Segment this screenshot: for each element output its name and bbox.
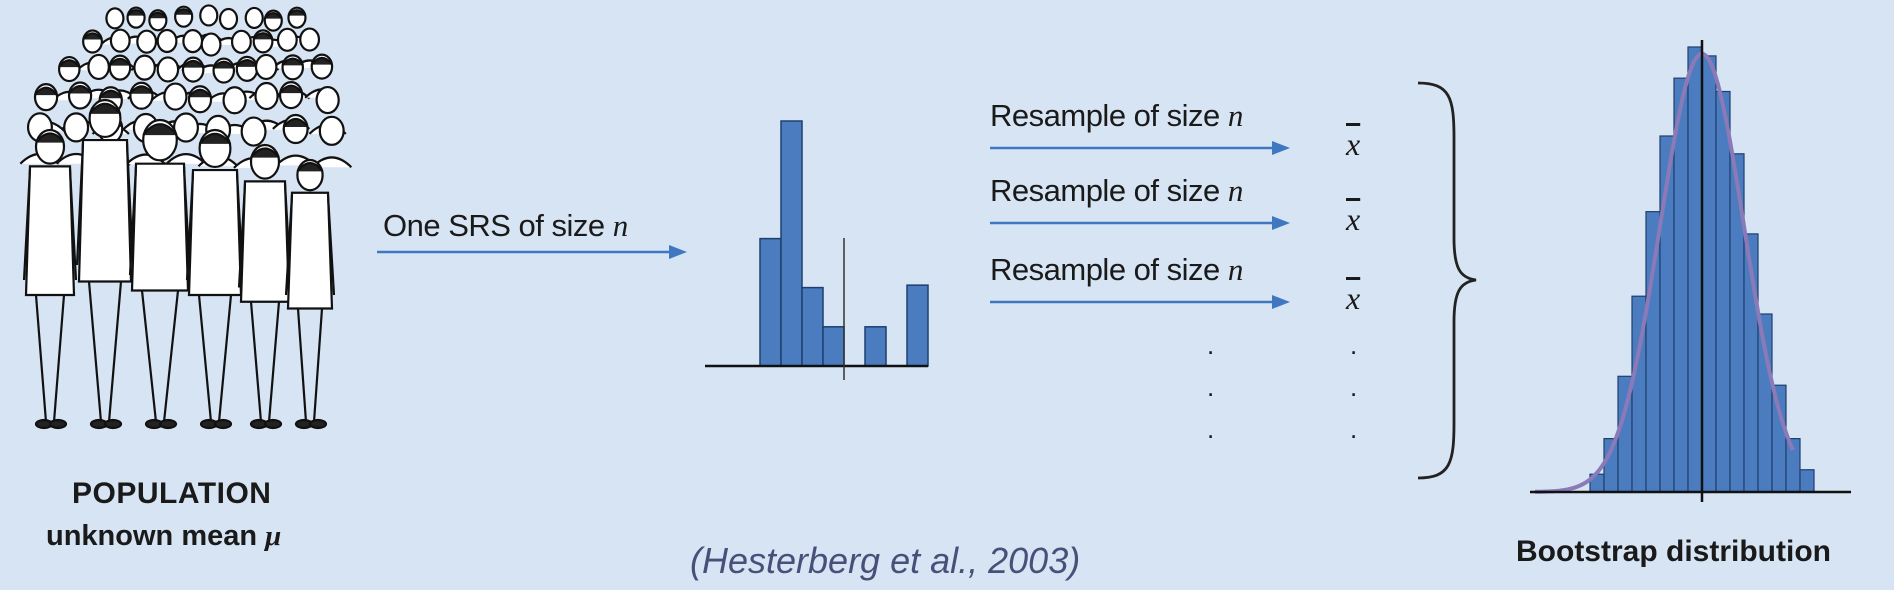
bootstrap-title: Bootstrap distribution [1516,535,1831,568]
resample-arrow [990,141,1290,155]
resample-arrow [990,216,1290,230]
resample-label: Resample of size n [990,98,1243,133]
bootstrap-bar [1701,55,1717,493]
ellipsis-dot: . [1207,372,1215,402]
bootstrap-histogram [1530,40,1851,502]
sample-bar [801,286,824,367]
sample-bar [906,284,929,367]
normal-curve [1535,51,1795,494]
bootstrap-bar [1715,90,1731,493]
ellipsis-dot: . [1207,414,1215,444]
ellipsis-dot: . [1350,414,1358,444]
sample-mean-xbar: x [1346,201,1361,237]
sample-mean-xbar: x [1346,126,1361,162]
ellipsis-dot: . [1350,330,1358,360]
bootstrap-bar [1645,211,1661,493]
sample-histogram [705,120,929,380]
bootstrap-bar [1771,384,1787,493]
right-curly-brace [1417,81,1477,480]
srs-arrow-label: One SRS of size n [383,208,628,243]
sample-bar [864,326,887,367]
srs-arrow [377,245,687,259]
bootstrap-bar [1687,46,1703,493]
resample-arrow [990,295,1290,309]
sample-mean-xbar: x [1346,280,1361,316]
population-crowd-icon [19,4,353,430]
sample-bar [780,120,803,367]
bootstrap-bar [1799,469,1815,493]
resample-label: Resample of size n [990,252,1243,287]
population-title: POPULATION [72,477,272,510]
citation: (Hesterberg et al., 2003) [690,540,1081,581]
resample-label: Resample of size n [990,173,1243,208]
ellipsis-dot: . [1350,372,1358,402]
sample-bar [759,237,782,367]
population-subtitle: unknown mean μ [46,520,282,552]
ellipsis-dot: . [1207,330,1215,360]
sample-bar [822,326,845,367]
